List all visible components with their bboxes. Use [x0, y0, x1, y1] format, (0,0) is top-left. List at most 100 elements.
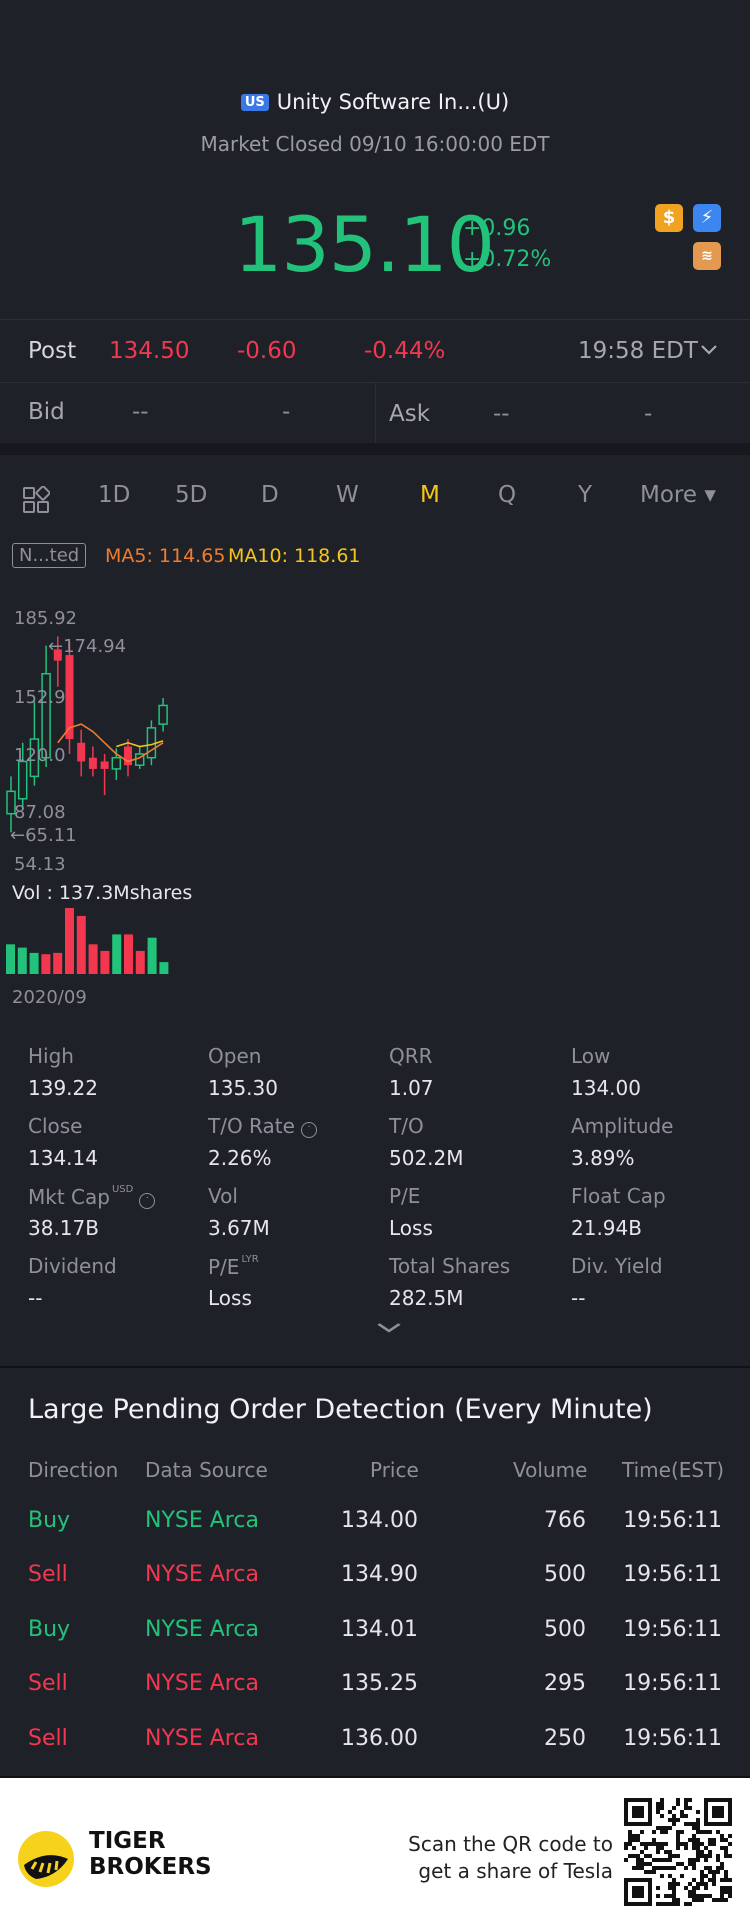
ma5-line — [57, 723, 164, 763]
ask-size: - — [644, 401, 653, 427]
col-header-price: Price — [370, 1458, 419, 1482]
section-title: Large Pending Order Detection (Every Min… — [28, 1394, 653, 1425]
order-direction: Sell — [28, 1562, 68, 1587]
volume-bar — [88, 944, 98, 974]
info-icon[interactable]: · — [139, 1193, 156, 1209]
volume-label: Vol : 137.3Mshares — [12, 882, 192, 904]
stat-value: 21.94B — [571, 1216, 642, 1240]
stat-label-text: Dividend — [28, 1254, 117, 1278]
col-header-source: Data Source — [145, 1458, 268, 1482]
volume-bar — [41, 954, 51, 974]
stat-value: Loss — [389, 1216, 433, 1240]
stat-label-text: Div. Yield — [571, 1254, 663, 1278]
tab-y[interactable]: Y — [578, 482, 593, 508]
stat-label: T/O — [389, 1114, 424, 1138]
stat-value: 139.22 — [28, 1076, 98, 1100]
candle-body — [111, 756, 122, 770]
lyr-superscript: LYR — [241, 1254, 259, 1265]
stat-value: 134.00 — [571, 1076, 641, 1100]
flash-icon[interactable]: ⚡ — [693, 204, 721, 232]
chevron-down-icon[interactable] — [700, 338, 718, 362]
stat-label: T/O Rate · — [208, 1114, 317, 1138]
stat-label-text: T/O — [389, 1114, 424, 1138]
volume-bar — [124, 934, 133, 974]
stat-label-text: Float Cap — [571, 1184, 666, 1208]
price-change-percent: +0.72% — [463, 247, 552, 272]
stat-label: Float Cap — [571, 1184, 666, 1208]
order-price: 135.25 — [341, 1671, 418, 1696]
expand-chevron-icon[interactable] — [376, 1318, 403, 1339]
candle-body — [65, 655, 74, 740]
y-tick-label: 87.08 — [14, 802, 66, 823]
stat-label-text: P/E — [389, 1184, 421, 1208]
ask-label: Ask — [389, 401, 431, 427]
stat-label: Close — [28, 1114, 82, 1138]
y-tick-label: 120.0 — [14, 745, 66, 766]
candlestick-chart[interactable]: 185.92 152.9 120.0 87.08 54.13 ←174.94 ←… — [0, 600, 750, 1020]
stat-label: Open — [208, 1044, 261, 1068]
volume-bar — [29, 952, 39, 974]
volume-layer — [6, 908, 169, 974]
tab-more[interactable]: More ▾ — [640, 482, 716, 508]
brand-name-line2: BROKERS — [89, 1854, 212, 1880]
stat-value: 134.14 — [28, 1146, 98, 1170]
candle-body — [77, 742, 86, 762]
order-price: 134.00 — [341, 1508, 418, 1533]
y-tick-label: 152.9 — [14, 687, 66, 708]
stat-label: QRR — [389, 1044, 433, 1068]
order-direction: Buy — [28, 1508, 71, 1533]
tiger-logo-icon — [18, 1831, 74, 1887]
volume-bar — [135, 950, 145, 974]
ma10-line — [116, 740, 164, 748]
bid-ask-row: Bid -- - Ask -- - — [0, 383, 750, 443]
stat-value: 282.5M — [389, 1286, 464, 1310]
low-marker: ←65.11 — [10, 825, 77, 846]
candle-body — [53, 649, 62, 661]
stat-value: 3.89% — [571, 1146, 635, 1170]
order-direction: Buy — [28, 1617, 71, 1642]
stat-label-text: Open — [208, 1044, 262, 1068]
stat-label: Total Shares — [389, 1254, 510, 1278]
tab-m[interactable]: M — [420, 482, 440, 508]
candle-body — [17, 760, 28, 800]
bid-label: Bid — [28, 399, 65, 425]
ma10-value: MA10: 118.61 — [228, 545, 361, 567]
qr-caption-line2: get a share of Tesla — [418, 1859, 613, 1883]
grid-icon[interactable] — [22, 485, 51, 514]
stat-value: 2.26% — [208, 1146, 272, 1170]
stat-label: High — [28, 1044, 74, 1068]
candle-body — [29, 738, 40, 778]
order-source: NYSE Arca — [145, 1562, 259, 1587]
divider — [0, 382, 750, 383]
tab-q[interactable]: Q — [498, 482, 517, 508]
dollar-icon[interactable]: $ — [655, 204, 683, 232]
tab-5d[interactable]: 5D — [175, 482, 208, 508]
qr-caption-line1: Scan the QR code to — [408, 1832, 613, 1856]
post-market-row[interactable]: Post 134.50 -0.60 -0.44% 19:58 EDT — [0, 320, 750, 382]
stat-label: P/E LYR — [208, 1254, 259, 1279]
section-gap — [0, 443, 750, 455]
indicator-selector[interactable]: N...ted — [12, 543, 87, 568]
period-tabs: 1D 5D D W M Q Y More ▾ — [0, 478, 750, 522]
tab-w[interactable]: W — [336, 482, 359, 508]
tab-1d[interactable]: 1D — [98, 482, 131, 508]
volume-bar — [147, 937, 157, 974]
high-marker-value: 174.94 — [63, 636, 126, 657]
order-source: NYSE Arca — [145, 1671, 259, 1696]
stat-value: 3.67M — [208, 1216, 270, 1240]
volume-bar — [65, 908, 74, 974]
stack-icon[interactable]: ≋ — [693, 242, 721, 270]
ask-price: -- — [493, 401, 510, 427]
order-price: 136.00 — [341, 1726, 418, 1751]
stock-title: US Unity Software In...(U) — [0, 90, 750, 114]
info-icon[interactable]: · — [300, 1122, 317, 1138]
order-direction: Sell — [28, 1671, 68, 1696]
post-label: Post — [28, 338, 77, 364]
stat-value: 135.30 — [208, 1076, 278, 1100]
last-price: 135.10 — [234, 200, 495, 289]
stat-label: Amplitude — [571, 1114, 674, 1138]
qr-code-icon[interactable] — [624, 1798, 732, 1906]
promo-footer[interactable]: TIGER BROKERS Scan the QR code to get a … — [0, 1778, 750, 1924]
tab-d[interactable]: D — [261, 482, 279, 508]
stat-label-text: Amplitude — [571, 1114, 674, 1138]
